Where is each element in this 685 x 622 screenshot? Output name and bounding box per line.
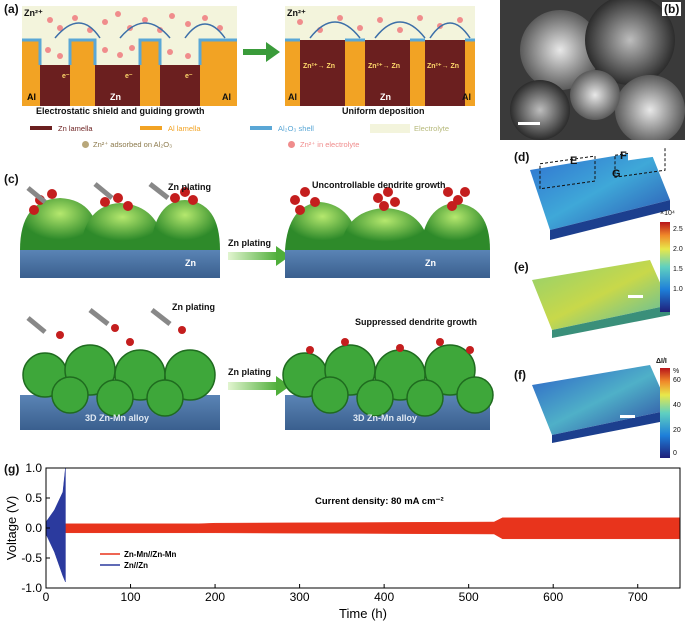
- al-label-1: Al: [27, 92, 36, 102]
- colorbar-de-exponent: ×10⁴: [660, 210, 675, 217]
- voltage-chart: 0 100 200 300 400 500 600 700 1.0 0.5 0.0 -0.5 -1.0 T…: [4, 462, 681, 621]
- zn-plating-label-2: Zn plating: [172, 302, 215, 312]
- x-tick-label: 600: [543, 590, 563, 604]
- x-axis-label: Time (h): [339, 606, 387, 621]
- legend-swatch-al: [140, 126, 162, 130]
- y-tick-label: -0.5: [21, 551, 42, 565]
- zn2-label-left: Zn²⁺: [24, 8, 43, 18]
- zn-base-right: Zn: [425, 258, 436, 268]
- legend-adsorbed: Zn²⁺ adsorbed on Al₂O₃: [93, 140, 173, 149]
- annotation-current-density: Current density: 80 mA cm⁻²: [315, 496, 444, 507]
- al-label-2: Al: [222, 92, 231, 102]
- series-band-zn: [45, 467, 66, 583]
- legend-zn: Zn lamella: [58, 124, 93, 133]
- zn-plating-label-1: Zn plating: [168, 182, 211, 192]
- al-label-4: Al: [462, 92, 471, 102]
- x-tick-label: 200: [205, 590, 225, 604]
- panel-a-label: (a): [4, 2, 19, 16]
- y-tick-label: 1.0: [25, 462, 42, 475]
- region-f: F: [620, 150, 627, 162]
- e-label-1: e⁻: [62, 73, 70, 80]
- zn-label-1: Zn: [110, 92, 121, 102]
- sem-image: [500, 0, 685, 140]
- colorbar-f-tick-4: 0: [673, 450, 677, 457]
- colorbar-f-tick-3: 20: [673, 427, 681, 434]
- panel-b-label: (b): [662, 2, 682, 16]
- schematic-c: [20, 182, 494, 430]
- y-tick-label: 0.0: [25, 521, 42, 535]
- legend-swatch-adsorbed: [82, 141, 89, 148]
- x-tick-label: 500: [459, 590, 479, 604]
- legend-swatch-shell: [250, 126, 272, 130]
- arrow-label-bottom: Zn plating: [228, 367, 271, 377]
- schematic-a: [22, 6, 475, 106]
- series-band-zn-mn: [49, 517, 681, 540]
- panel-def: (d) (e) (f) E F G ×10⁴ 2.5 2.0 1.5 1.0 Δ…: [510, 140, 685, 460]
- legend-label-1: Zn//Zn: [124, 561, 148, 570]
- zn-label-2: Zn: [380, 92, 391, 102]
- colorbar-de-tick-2: 2.0: [673, 246, 683, 253]
- zn-base-left: Zn: [185, 258, 196, 268]
- panel-d-label: (d): [514, 150, 530, 164]
- reaction-2: Zn²⁺→ Zn: [368, 63, 401, 70]
- uncontrollable-title: Uncontrollable dendrite growth: [312, 180, 446, 190]
- y-axis-label: Voltage (V): [4, 496, 19, 560]
- colorbar-de-tick-4: 1.0: [673, 286, 683, 293]
- arrow-label-top: Zn plating: [228, 238, 271, 248]
- suppressed-title: Suppressed dendrite growth: [355, 317, 478, 327]
- legend-swatch-ion: [288, 141, 295, 148]
- legend-al: Al lamella: [168, 124, 201, 133]
- alloy-label-left: 3D Zn-Mn alloy: [85, 413, 150, 423]
- legend-label-0: Zn-Mn//Zn-Mn: [124, 550, 177, 559]
- caption-left: Electrostatic shield and guiding growth: [36, 106, 205, 116]
- caption-right: Uniform deposition: [342, 106, 425, 116]
- legend-ion: Zn²⁺ in electrolyte: [300, 140, 360, 149]
- al-label-3: Al: [288, 92, 297, 102]
- e-label-3: e⁻: [185, 73, 193, 80]
- x-tick-label: 100: [121, 590, 141, 604]
- panel-a: (a): [0, 0, 500, 170]
- legend-shell: Al₂O₃ shell: [278, 124, 314, 133]
- x-tick-label: 0: [43, 590, 50, 604]
- panel-b: (b): [500, 0, 685, 140]
- colorbar-f-unit: %: [673, 368, 680, 375]
- zn2-label-right: Zn²⁺: [287, 8, 306, 18]
- alloy-label-right: 3D Zn-Mn alloy: [353, 413, 418, 423]
- reaction-3: Zn²⁺→ Zn: [427, 63, 460, 70]
- schematic-a-right: [285, 6, 475, 106]
- panel-c-label: (c): [4, 172, 19, 186]
- legend-electrolyte: Electrolyte: [414, 124, 450, 133]
- schematic-a-left: [22, 6, 237, 106]
- colorbar-f-tick-1: 60: [673, 377, 681, 384]
- legend-a: Zn lamella Al lamella Al₂O₃ shell Electr…: [30, 124, 500, 164]
- colorbar-f-title: ΔI/I: [656, 358, 667, 365]
- e-label-2: e⁻: [125, 73, 133, 80]
- maps-def: [530, 140, 670, 458]
- reaction-1: Zn²⁺→ Zn: [303, 63, 336, 70]
- panel-f-label: (f): [514, 368, 526, 382]
- y-tick-label: -1.0: [21, 581, 42, 595]
- y-tick-label: 0.5: [25, 491, 42, 505]
- colorbar-de-tick-3: 1.5: [673, 266, 683, 273]
- panel-g: (g) 0 100 200 300 400 500 600 700 1.0 0.5 0.0 -0.5 -…: [0, 462, 685, 622]
- panel-c: (c): [0, 170, 510, 435]
- region-g: G: [612, 168, 621, 180]
- x-tick-label: 700: [628, 590, 648, 604]
- x-tick-label: 300: [290, 590, 310, 604]
- colorbar-f-tick-2: 40: [673, 402, 681, 409]
- region-e: E: [570, 155, 578, 167]
- colorbar-de-tick-1: 2.5: [673, 226, 683, 233]
- x-tick-label: 400: [374, 590, 394, 604]
- legend-swatch-electrolyte: [370, 124, 410, 133]
- panel-e-label: (e): [514, 260, 529, 274]
- legend-swatch-zn: [30, 126, 52, 130]
- panel-g-label: (g): [4, 462, 20, 476]
